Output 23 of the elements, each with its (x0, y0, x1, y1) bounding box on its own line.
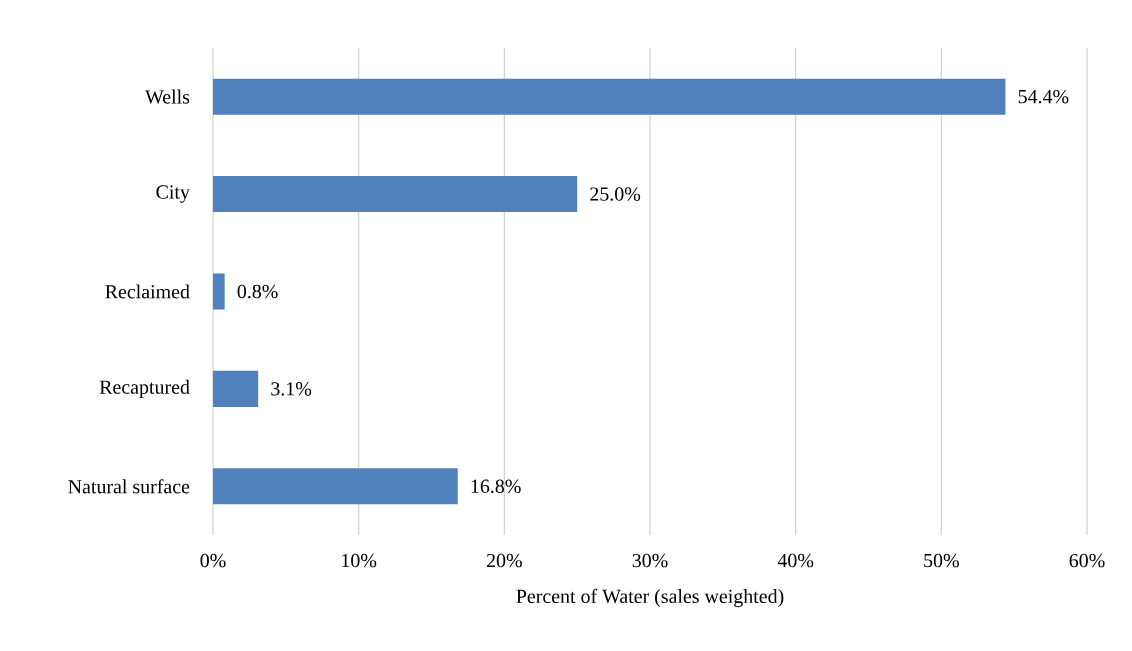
y-tick-label: City (156, 185, 190, 203)
y-tick-label: Wells (145, 89, 190, 104)
x-tick-label: 50% (924, 553, 959, 568)
x-tick-label: 30% (632, 553, 668, 568)
bar (213, 370, 259, 407)
data-label: 16.8% (471, 479, 521, 494)
y-tick-label: Reclaimed (105, 284, 190, 299)
x-tick-label: 20% (486, 553, 522, 568)
data-label: 0.8% (237, 284, 278, 299)
data-label: 3.1% (271, 382, 312, 396)
y-tick-label: Recaptured (99, 379, 190, 398)
x-tick-label: 10% (342, 553, 377, 568)
data-label: 54.4% (1018, 89, 1069, 104)
bar (213, 176, 578, 213)
bar (213, 468, 458, 505)
x-axis-title: Percent of Water (sales weighted) (516, 588, 784, 608)
data-label: 25.0% (590, 187, 641, 201)
bar (213, 78, 1006, 115)
bar (213, 273, 225, 310)
x-tick-label: 60% (1069, 553, 1105, 568)
y-tick-label: Natural surface (68, 479, 190, 494)
x-tick-label: 40% (777, 553, 814, 568)
x-tick-label: 0% (200, 553, 226, 568)
